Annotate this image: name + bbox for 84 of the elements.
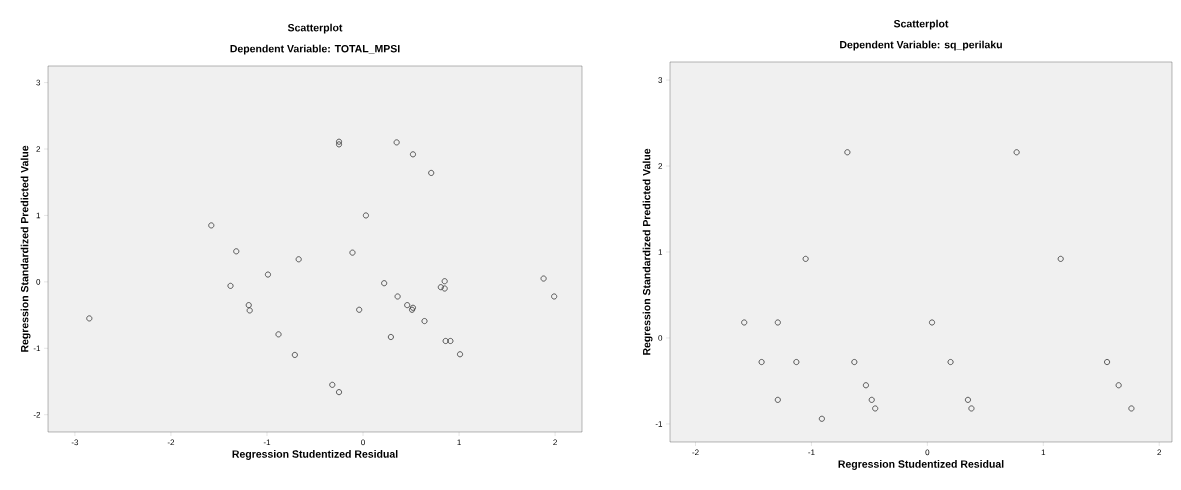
y-tick-label: 0 xyxy=(658,335,663,341)
point xyxy=(387,334,394,340)
point xyxy=(1128,405,1135,412)
point xyxy=(245,302,252,309)
x-tick-label: -2 xyxy=(692,449,699,456)
point xyxy=(947,359,954,366)
y-tick-label: 3 xyxy=(36,79,41,86)
point xyxy=(442,337,449,344)
y-tick-label: -2 xyxy=(33,411,41,418)
point xyxy=(851,359,858,366)
x-tick-label: 0 xyxy=(925,449,930,456)
point xyxy=(818,415,825,422)
point xyxy=(741,319,748,326)
point xyxy=(1115,382,1122,389)
point xyxy=(291,351,298,358)
point xyxy=(844,149,851,156)
point xyxy=(802,255,809,262)
point xyxy=(295,256,302,263)
point xyxy=(329,381,336,388)
point xyxy=(275,331,282,338)
point xyxy=(872,405,879,412)
x-tick-label: 1 xyxy=(1041,449,1046,456)
point xyxy=(1057,255,1064,262)
x-tick-label: 0 xyxy=(361,439,365,446)
point xyxy=(356,306,363,313)
chart-subtitle: Dependent Variable: TOTAL_MPSI xyxy=(230,44,400,55)
y-tick-label: 2 xyxy=(36,146,41,152)
point xyxy=(246,307,253,314)
y-axis-title: Regression Standardized Predicted Value xyxy=(642,148,653,355)
x-tick-label: -1 xyxy=(263,439,271,446)
point xyxy=(758,359,765,366)
y-tick-label: -1 xyxy=(33,345,41,352)
point xyxy=(447,337,454,344)
x-tick-label: -2 xyxy=(167,439,175,446)
point xyxy=(793,359,800,366)
y-tick-label: 3 xyxy=(658,77,663,83)
point xyxy=(264,271,271,278)
chart-title: Scatterplot xyxy=(893,19,949,30)
y-axis-title: Regression Standardized Predicted Value xyxy=(20,145,31,352)
point xyxy=(409,151,416,158)
point xyxy=(551,293,558,300)
point xyxy=(404,302,411,309)
x-tick-label: 2 xyxy=(1157,449,1162,456)
point xyxy=(208,222,215,229)
point xyxy=(86,315,93,322)
point xyxy=(437,284,444,291)
point xyxy=(929,319,936,326)
point xyxy=(349,249,356,256)
y-tick-label: 1 xyxy=(658,249,663,255)
point xyxy=(227,282,234,289)
x-tick-label: 2 xyxy=(553,439,557,446)
y-tick-label: 0 xyxy=(36,279,41,285)
point xyxy=(393,139,400,146)
point xyxy=(540,275,547,282)
point xyxy=(428,169,435,176)
point xyxy=(868,396,875,403)
point xyxy=(336,141,343,148)
point xyxy=(457,351,464,358)
point xyxy=(774,319,781,326)
y-tick-label: 1 xyxy=(36,212,41,219)
x-tick-label: -3 xyxy=(71,439,79,446)
point xyxy=(394,293,401,300)
chart-title: Scatterplot xyxy=(287,23,343,34)
point xyxy=(336,138,343,145)
point xyxy=(441,278,448,285)
point xyxy=(381,280,388,287)
chart-subtitle: Dependent Variable: sq_perilaku xyxy=(840,40,1002,51)
point xyxy=(968,405,975,412)
point xyxy=(964,396,971,403)
x-axis-title: Regression Studentized Residual xyxy=(838,460,1004,470)
point xyxy=(441,285,448,292)
y-tick-label: -1 xyxy=(655,421,663,427)
point xyxy=(1104,359,1111,366)
point xyxy=(862,382,869,389)
x-tick-label: -1 xyxy=(808,449,815,456)
x-axis-title: Regression Studentized Residual xyxy=(232,450,398,460)
x-tick-label: 1 xyxy=(457,439,461,446)
point xyxy=(233,248,240,255)
y-tick-label: 2 xyxy=(658,163,663,169)
point xyxy=(421,318,428,325)
point xyxy=(362,212,369,219)
point xyxy=(336,389,343,396)
point xyxy=(774,396,781,403)
point xyxy=(1013,149,1020,156)
